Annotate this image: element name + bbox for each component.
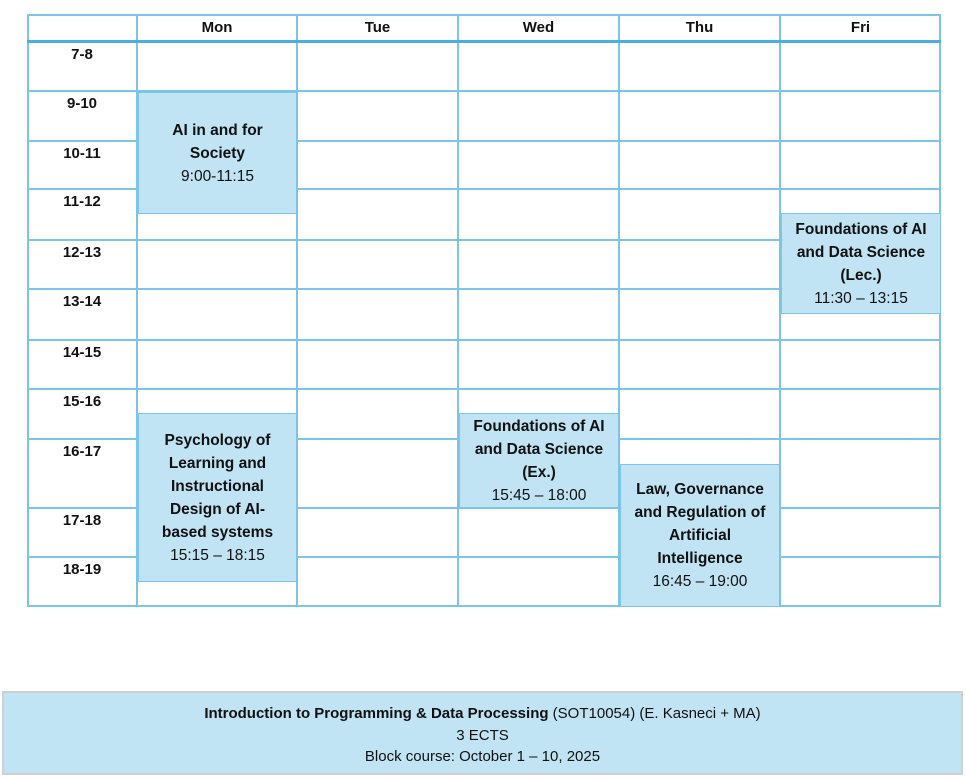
header-mon: Mon (201, 19, 233, 36)
grid-row-line (27, 40, 941, 43)
course-schedule: Block course: October 1 – 10, 2025 (364, 748, 601, 765)
course-title: Introduction to Programming & Data Proce… (204, 705, 549, 722)
grid-row-line (27, 140, 941, 142)
time-label: 17-18 (62, 512, 102, 529)
header-thu: Thu (685, 19, 714, 36)
grid-row-line (27, 188, 941, 190)
header-wed: Wed (522, 19, 555, 36)
event-ai-society[interactable]: AI in and for Society 9:00-11:15 (138, 92, 297, 214)
grid-row-line (27, 388, 941, 390)
time-label: 13-14 (62, 293, 102, 310)
grid-row-line (27, 90, 941, 92)
time-label: 18-19 (62, 561, 102, 578)
grid-column-line (618, 14, 620, 607)
event-title: Psychology of Learning and Instructional… (161, 431, 274, 541)
grid-column-line (457, 14, 459, 607)
course-details: (SOT10054) (E. Kasneci + MA) (548, 705, 761, 722)
time-label: 10-11 (63, 145, 101, 162)
time-label: 12-13 (62, 244, 102, 261)
event-time: 11:30 – 13:15 (814, 289, 908, 307)
event-title: AI in and for Society (172, 121, 263, 162)
time-label: 9-10 (66, 95, 98, 112)
time-label: 16-17 (62, 443, 102, 460)
time-label: 15-16 (62, 393, 102, 410)
time-label: 7-8 (71, 46, 93, 63)
grid-row-line (27, 339, 941, 341)
grid-column-line (779, 14, 781, 607)
grid-row-line (27, 556, 941, 558)
event-time: 16:45 – 19:00 (652, 573, 748, 590)
event-foundations-lec[interactable]: Foundations of AI and Data Science (Lec.… (781, 213, 941, 314)
event-time: 15:45 – 18:00 (491, 486, 587, 504)
event-time: 9:00-11:15 (181, 167, 254, 185)
event-psychology[interactable]: Psychology of Learning and Instructional… (138, 413, 297, 582)
event-title: Law, Governance and Regulation of Artifi… (634, 481, 766, 567)
event-law-governance[interactable]: Law, Governance and Regulation of Artifi… (620, 464, 780, 607)
event-title: Foundations of AI and Data Science (Ex.) (473, 417, 605, 481)
grid-row-line (27, 239, 941, 241)
event-time: 15:15 – 18:15 (170, 546, 265, 564)
grid-row-line (27, 288, 941, 290)
course-info-box: Introduction to Programming & Data Proce… (2, 691, 963, 775)
time-label: 14-15 (62, 344, 102, 361)
event-foundations-ex[interactable]: Foundations of AI and Data Science (Ex.)… (459, 413, 619, 508)
grid-column-line (136, 14, 138, 607)
header-tue: Tue (364, 19, 391, 36)
header-fri: Fri (850, 19, 871, 36)
course-credits: 3 ECTS (456, 726, 509, 744)
grid-column-line (296, 14, 298, 607)
time-label: 11-12 (63, 193, 101, 210)
grid-row-line (27, 507, 941, 509)
event-title: Foundations of AI and Data Science (Lec.… (795, 220, 927, 284)
